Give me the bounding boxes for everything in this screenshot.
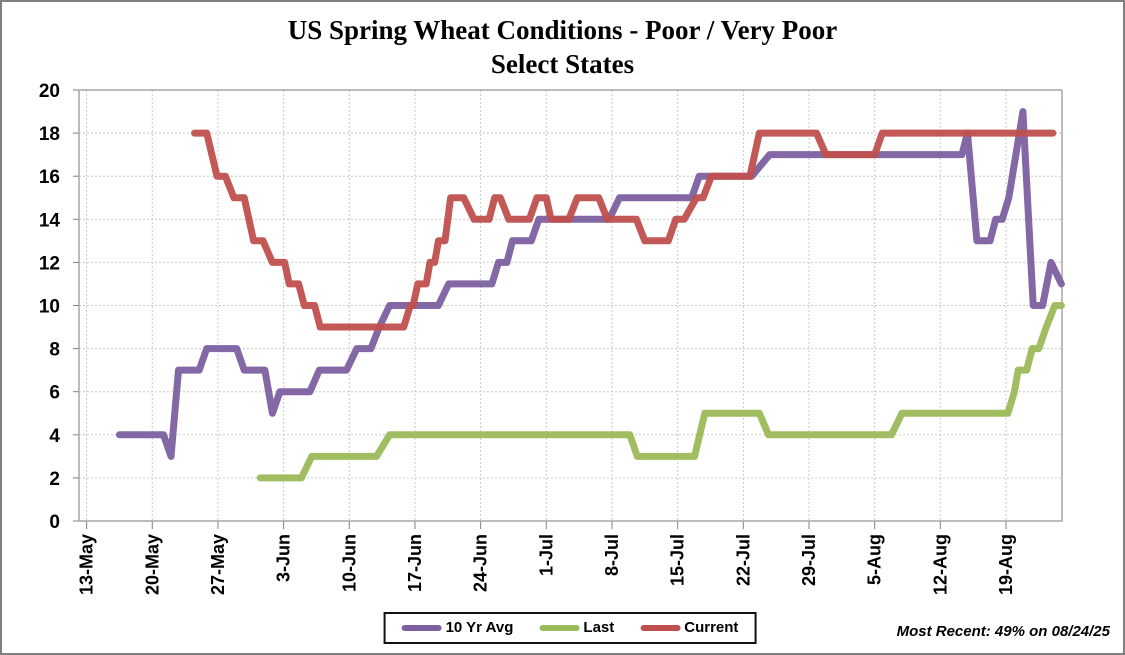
x-axis-tick-label: 5-Aug [865,534,885,585]
legend-item-10yr-avg: 10 Yr Avg [401,619,514,636]
x-axis-tick-label: 19-Aug [996,534,1016,595]
x-axis-tick-label: 10-Jun [339,534,359,592]
y-axis-tick-label: 6 [49,383,60,404]
series-line-10-yr-avg [115,108,1065,460]
series-line-current [191,129,1057,331]
y-axis-tick-label: 20 [39,81,60,102]
x-axis-tick-label: 22-Jul [733,534,753,586]
legend-item-current: Current [640,619,738,636]
legend-swatch-last [539,624,580,631]
most-recent-note: Most Recent: 49% on 08/24/25 [896,623,1110,640]
x-axis-tick-label: 8-Jul [602,534,622,576]
y-axis-tick-label: 2 [49,469,60,490]
x-axis-tick-label: 29-Jul [799,534,819,586]
legend-item-last: Last [539,619,614,636]
y-axis-tick-label: 4 [49,426,60,447]
chart-title-line1: US Spring Wheat Conditions - Poor / Very… [287,15,838,45]
x-axis-tick-label: 15-Jul [668,534,688,586]
legend-label-10yr-avg: 10 Yr Avg [445,619,514,636]
series-line-last [256,302,1065,482]
legend-label-last: Last [583,619,615,636]
x-axis-tick-label: 13-May [77,534,97,595]
legend-label-current: Current [684,619,739,636]
chart-title: US Spring Wheat Conditions - Poor / Very… [2,14,1123,82]
x-axis-tick-label: 27-May [208,534,228,595]
y-axis-tick-label: 8 [49,340,60,361]
x-axis-tick-label: 1-Jul [536,534,556,576]
y-axis-tick-label: 0 [49,512,60,533]
x-axis-tick-label: 20-May [142,534,162,595]
x-axis-tick-label: 24-Jun [471,534,491,592]
x-axis-tick-label: 12-Aug [930,534,950,595]
y-axis-tick-label: 10 [39,297,60,318]
x-axis-tick-label: 3-Jun [274,534,294,582]
legend: 10 Yr Avg Last Current [383,612,757,644]
x-axis-tick-label: 17-Jun [405,534,425,592]
legend-swatch-10yr-avg [401,624,442,631]
chart-title-line2: Select States [490,48,635,79]
y-axis-tick-label: 16 [39,167,60,188]
y-axis-tick-label: 12 [39,253,60,274]
y-axis-tick-label: 18 [39,124,60,145]
legend-swatch-current [640,624,681,631]
y-axis-tick-label: 14 [39,210,61,231]
